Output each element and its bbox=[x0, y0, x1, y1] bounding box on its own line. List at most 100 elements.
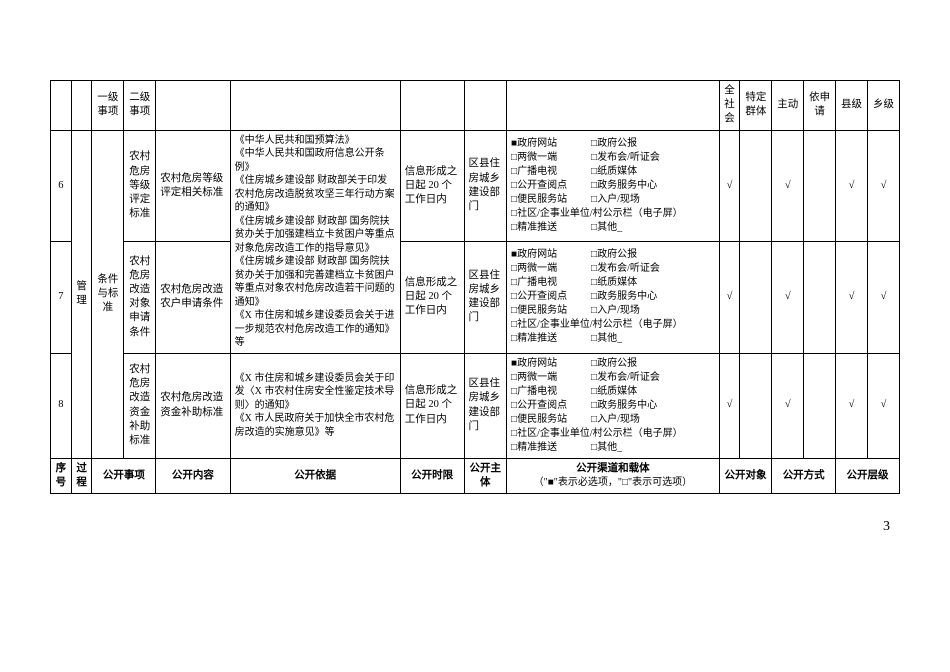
chan-item: □社区/企事业单位/村公示栏（电子屏） bbox=[511, 318, 715, 332]
chan-item: □便民服务站 bbox=[511, 304, 591, 318]
ftr-mode: 公开方式 bbox=[772, 458, 836, 493]
ftr-process: 过程 bbox=[71, 458, 92, 493]
check-all: √ bbox=[719, 130, 740, 242]
cell-level3: 农村危房等级评定标准 bbox=[124, 130, 156, 242]
cell-time: 信息形成之日起 20 个工作日内 bbox=[400, 242, 464, 354]
hdr-all-society: 全社会 bbox=[719, 81, 740, 131]
hdr-county: 县级 bbox=[836, 81, 868, 131]
chan-item: □发布会/听证会 bbox=[591, 152, 660, 163]
cell-num: 8 bbox=[51, 353, 72, 458]
cell-num: 6 bbox=[51, 130, 72, 242]
chan-item: □精准推送 bbox=[511, 332, 591, 346]
check-group bbox=[740, 353, 772, 458]
check-town: √ bbox=[867, 353, 899, 458]
chan-item: □入户/现场 bbox=[591, 414, 640, 425]
chan-item: ■政府网站 bbox=[511, 137, 591, 151]
chan-item: □政务服务中心 bbox=[591, 291, 657, 302]
hdr-level2: 二级事项 bbox=[124, 81, 156, 131]
chan-item: □广播电视 bbox=[511, 276, 591, 290]
check-county: √ bbox=[836, 130, 868, 242]
ftr-channel-title: 公开渠道和载体 bbox=[511, 462, 715, 476]
cell-level2-condition: 条件与标准 bbox=[92, 130, 124, 458]
hdr-empty-6 bbox=[400, 81, 464, 131]
cell-content: 农村危房改造农户申请条件 bbox=[156, 242, 230, 354]
chan-item: □政府公报 bbox=[591, 358, 637, 369]
chan-item: □政府公报 bbox=[591, 249, 637, 260]
chan-item: □其他_ bbox=[591, 333, 622, 344]
ftr-basis: 公开依据 bbox=[230, 458, 400, 493]
cell-process: 管理 bbox=[71, 130, 92, 458]
chan-item: □便民服务站 bbox=[511, 193, 591, 207]
hdr-empty-5 bbox=[230, 81, 400, 131]
chan-item: □两微一端 bbox=[511, 151, 591, 165]
page-number: 3 bbox=[50, 494, 900, 535]
chan-item: □两微一端 bbox=[511, 262, 591, 276]
ftr-level: 公开层级 bbox=[836, 458, 900, 493]
ftr-subject: 公开主体 bbox=[464, 458, 507, 493]
ftr-item: 公开事项 bbox=[92, 458, 156, 493]
cell-subject: 区县住房城乡建设部门 bbox=[464, 242, 507, 354]
ftr-channel: 公开渠道和载体 （"■"表示必选项，"□"表示可选项） bbox=[507, 458, 720, 493]
chan-item: □纸质媒体 bbox=[591, 386, 637, 397]
chan-item: □广播电视 bbox=[511, 385, 591, 399]
cell-channels: ■政府网站□政府公报 □两微一端□发布会/听证会 □广播电视□纸质媒体 □公开查… bbox=[507, 130, 720, 242]
check-town: √ bbox=[867, 242, 899, 354]
disclosure-table: 一级事项 二级事项 全社会 特定群体 主动 依申请 县级 乡级 6 管理 条件与… bbox=[50, 80, 900, 494]
footer-header-row: 序号 过程 公开事项 公开内容 公开依据 公开时限 公开主体 公开渠道和载体 （… bbox=[51, 458, 900, 493]
hdr-specific-group: 特定群体 bbox=[740, 81, 772, 131]
check-group bbox=[740, 130, 772, 242]
ftr-channel-sub: （"■"表示必选项，"□"表示可选项） bbox=[511, 476, 715, 490]
hdr-empty-1 bbox=[51, 81, 72, 131]
cell-level3: 农村危房改造资金补助标准 bbox=[124, 353, 156, 458]
cell-num: 7 bbox=[51, 242, 72, 354]
chan-item: □政务服务中心 bbox=[591, 180, 657, 191]
chan-item: □其他_ bbox=[591, 442, 622, 453]
chan-item: ■政府网站 bbox=[511, 357, 591, 371]
hdr-active: 主动 bbox=[772, 81, 804, 131]
chan-item: □社区/企事业单位/村公示栏（电子屏） bbox=[511, 207, 715, 221]
check-apply bbox=[804, 130, 836, 242]
cell-subject: 区县住房城乡建设部门 bbox=[464, 130, 507, 242]
cell-time: 信息形成之日起 20 个工作日内 bbox=[400, 130, 464, 242]
chan-item: □公开查阅点 bbox=[511, 290, 591, 304]
chan-item: □入户/现场 bbox=[591, 305, 640, 316]
cell-basis-shared: 《中华人民共和国预算法》 《中华人民共和国政府信息公开条例》 《住房城乡建设部 … bbox=[230, 130, 400, 353]
chan-item: □发布会/听证会 bbox=[591, 263, 660, 274]
check-active: √ bbox=[772, 130, 804, 242]
chan-item: □其他_ bbox=[591, 222, 622, 233]
chan-item: □广播电视 bbox=[511, 165, 591, 179]
cell-basis-row8: 《X 市住房和城乡建设委员会关于印发〈X 市农村住房安全性鉴定技术导则〉的通知》… bbox=[230, 353, 400, 458]
hdr-empty-8 bbox=[507, 81, 720, 131]
ftr-num: 序号 bbox=[51, 458, 72, 493]
hdr-empty-4 bbox=[156, 81, 230, 131]
chan-item: □纸质媒体 bbox=[591, 277, 637, 288]
chan-item: □两微一端 bbox=[511, 371, 591, 385]
chan-item: □政府公报 bbox=[591, 138, 637, 149]
hdr-empty-7 bbox=[464, 81, 507, 131]
chan-item: □精准推送 bbox=[511, 441, 591, 455]
chan-item: □社区/企事业单位/村公示栏（电子屏） bbox=[511, 427, 715, 441]
hdr-by-request: 依申请 bbox=[804, 81, 836, 131]
table-row: 7 农村危房改造对象申请条件 农村危房改造农户申请条件 信息形成之日起 20 个… bbox=[51, 242, 900, 354]
cell-level3: 农村危房改造对象申请条件 bbox=[124, 242, 156, 354]
hdr-level1: 一级事项 bbox=[92, 81, 124, 131]
cell-content: 农村危房等级评定相关标准 bbox=[156, 130, 230, 242]
check-all: √ bbox=[719, 242, 740, 354]
hdr-empty-2 bbox=[71, 81, 92, 131]
chan-item: □发布会/听证会 bbox=[591, 372, 660, 383]
check-county: √ bbox=[836, 353, 868, 458]
cell-content: 农村危房改造资金补助标准 bbox=[156, 353, 230, 458]
cell-time: 信息形成之日起 20 个工作日内 bbox=[400, 353, 464, 458]
chan-item: □入户/现场 bbox=[591, 194, 640, 205]
cell-channels: ■政府网站□政府公报 □两微一端□发布会/听证会 □广播电视□纸质媒体 □公开查… bbox=[507, 353, 720, 458]
table-row: 6 管理 条件与标准 农村危房等级评定标准 农村危房等级评定相关标准 《中华人民… bbox=[51, 130, 900, 242]
hdr-town: 乡级 bbox=[867, 81, 899, 131]
cell-subject: 区县住房城乡建设部门 bbox=[464, 353, 507, 458]
check-all: √ bbox=[719, 353, 740, 458]
cell-channels: ■政府网站□政府公报 □两微一端□发布会/听证会 □广播电视□纸质媒体 □公开查… bbox=[507, 242, 720, 354]
chan-item: □公开查阅点 bbox=[511, 399, 591, 413]
chan-item: □纸质媒体 bbox=[591, 166, 637, 177]
chan-item: ■政府网站 bbox=[511, 248, 591, 262]
check-active: √ bbox=[772, 242, 804, 354]
header-row-top: 一级事项 二级事项 全社会 特定群体 主动 依申请 县级 乡级 bbox=[51, 81, 900, 131]
